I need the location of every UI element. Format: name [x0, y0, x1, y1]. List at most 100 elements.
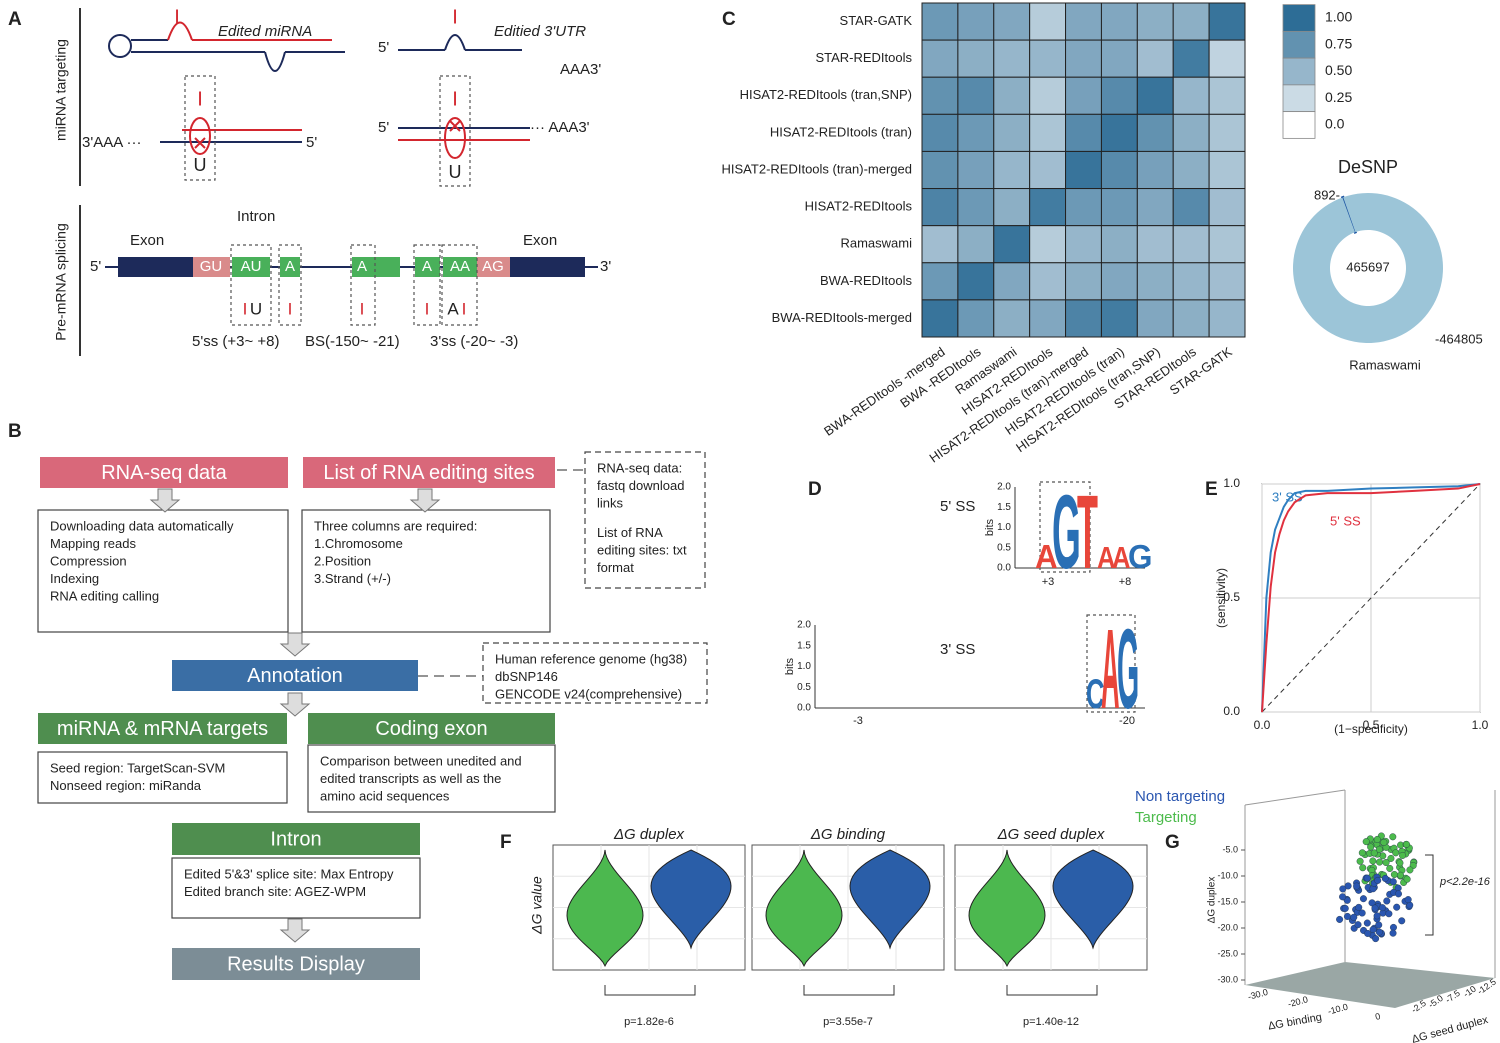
diagram-label: I — [197, 88, 203, 110]
heatmap-cell — [1208, 39, 1246, 78]
flow-text: Compression — [50, 553, 127, 568]
logo-letter: A — [1101, 607, 1120, 732]
scatter-point — [1389, 929, 1397, 937]
heatmap-cell — [1208, 299, 1246, 338]
diagram-label: AG — [482, 258, 504, 275]
scatter-point — [1378, 904, 1386, 912]
exon — [510, 257, 585, 277]
site — [415, 257, 440, 277]
heatmap-cell — [1208, 150, 1246, 190]
flow-node-label: Intron — [270, 828, 321, 850]
scatter-point — [1402, 840, 1410, 848]
hairpin-loop — [108, 34, 132, 58]
colorbar-label: 0.75 — [1325, 35, 1352, 51]
y-tick-label: -15.0 — [1217, 896, 1238, 906]
flow-text: Edited 5'&3' splice site: Max Entropy — [184, 866, 394, 881]
diagram-label: Editied 3'UTR — [494, 23, 586, 40]
donut-slice — [1340, 195, 1358, 234]
logo-x-label: -3 — [853, 715, 863, 727]
row-label: Ramaswami — [840, 236, 912, 251]
logo-letter: G — [1117, 607, 1139, 733]
flow-box — [584, 451, 706, 589]
colorbar-step — [1282, 57, 1316, 86]
logo-tick: 2.0 — [997, 482, 1011, 493]
y-tick-label: 0.5 — [1223, 590, 1240, 604]
logo-tick: 0.5 — [997, 542, 1011, 553]
panel-label: A — [8, 9, 22, 30]
bracket — [604, 985, 696, 996]
flow-text: format — [597, 560, 634, 575]
diagram-label: AAA3' — [560, 61, 601, 78]
scatter-point — [1355, 903, 1363, 911]
diagram-label: 5' — [378, 119, 389, 136]
scatter-point — [1382, 859, 1390, 867]
heatmap-cell — [1172, 262, 1210, 301]
scatter-point — [1339, 893, 1347, 901]
heatmap-cell — [993, 225, 1031, 264]
flow-node — [38, 713, 287, 744]
flow-node — [172, 948, 420, 980]
scatter-point — [1385, 910, 1393, 918]
flow-box — [307, 744, 556, 813]
heatmap-cell — [1136, 262, 1174, 301]
scatter-point — [1371, 904, 1379, 912]
scatter-point — [1390, 871, 1398, 879]
heatmap-cell — [957, 225, 995, 264]
logo-tick: 1.5 — [997, 502, 1011, 513]
bulge — [264, 51, 286, 72]
diagram-label: Exon — [523, 232, 557, 249]
heatmap-cell — [1136, 299, 1174, 338]
diagram-label: A — [447, 299, 459, 318]
diagram-label: U — [250, 299, 262, 318]
dotted-box — [278, 244, 302, 326]
heatmap-cell — [1100, 188, 1138, 227]
violin — [849, 849, 931, 950]
diagram-label: Pre-mRNA splicing — [53, 223, 69, 340]
diagram-label: I — [288, 299, 293, 318]
logo-x-label: +3 — [1042, 576, 1055, 588]
scatter-point — [1383, 897, 1391, 905]
heatmap-cell — [1172, 188, 1210, 227]
flow-text: editing sites: txt — [597, 542, 687, 557]
colorbar-step — [1282, 111, 1316, 139]
heatmap-cell — [921, 2, 959, 41]
logo-tick: 1.5 — [797, 640, 811, 651]
heatmap-cell — [1208, 188, 1246, 227]
scatter-point — [1389, 833, 1397, 841]
heatmap-cell — [993, 39, 1031, 78]
diagram-label: I — [243, 299, 248, 318]
logo-letter: A — [1035, 538, 1058, 575]
flow-arrow — [409, 488, 441, 513]
scatter-point — [1359, 864, 1367, 872]
x-tick-label: 0.5 — [1363, 718, 1380, 732]
row-label: HISAT2-REDItools — [805, 199, 913, 214]
flow-arrow — [279, 692, 311, 717]
flow-text: RNA-seq data: — [597, 460, 682, 475]
y-tick-label: -10.0 — [1217, 870, 1238, 880]
logo-tick: 0.0 — [797, 703, 811, 714]
heatmap-cell — [921, 262, 959, 301]
flow-text: amino acid sequences — [320, 788, 450, 803]
flow-text: Seed region: TargetScan-SVM — [50, 760, 225, 775]
flow-text: 2.Position — [314, 553, 371, 568]
heatmap-cell — [1065, 225, 1102, 264]
diagram-label: 3'AAA ··· — [82, 134, 142, 151]
flow-text: dbSNP146 — [495, 669, 558, 684]
p-value: p=3.55e-7 — [823, 1016, 873, 1028]
diagram-label: ··· AAA3' — [530, 119, 590, 136]
heatmap-cell — [921, 188, 959, 227]
roc-line — [1261, 483, 1481, 713]
panel-label: F — [500, 832, 512, 853]
heatmap-cell — [957, 39, 995, 78]
scatter-point — [1373, 912, 1381, 920]
site — [352, 257, 400, 277]
diagram-label: Edited miRNA — [218, 23, 312, 40]
heatmap-cell — [993, 113, 1031, 152]
flow-text: Downloading data automatically — [50, 518, 234, 533]
dotted-boxes — [230, 244, 478, 326]
flow-text: 3.Strand (+/-) — [314, 571, 391, 586]
flow-node — [172, 660, 418, 691]
flow-text: List of RNA — [597, 525, 663, 540]
diagram-label: miRNA targeting — [53, 39, 69, 141]
